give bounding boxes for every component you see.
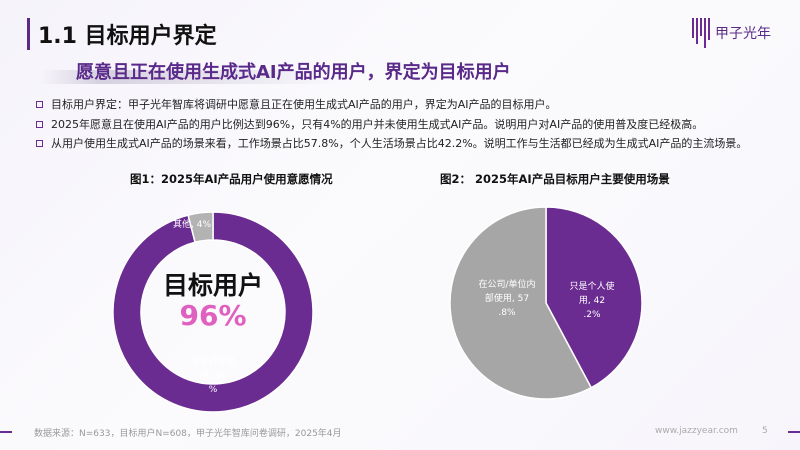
- slice-label-1: 其他, 4%: [173, 218, 211, 230]
- slice-label-0: 只是个人使用, 42.2%: [569, 280, 614, 320]
- bullet-item: 目标用户界定：甲子光年智库将调研中愿意且正在使用生成式AI产品的用户，界定为AI…: [36, 95, 747, 115]
- square-bullet-icon: [36, 120, 43, 128]
- subtitle: 愿意且正在使用生成式AI产品的用户，界定为目标用户: [76, 62, 511, 83]
- bullet-item: 从用户使用生成式AI产品的场景来看，工作场景占比57.8%，个人生活场景占比42…: [36, 134, 747, 154]
- subtitle-underline: [40, 70, 340, 84]
- slice-label-1: 在公司/单位内部使用, 57.8%: [478, 278, 535, 318]
- pie-slice-0: [545, 206, 643, 389]
- footer-line-right: [788, 431, 800, 433]
- pie-chart: 只是个人使用, 42.2% 在公司/单位内部使用, 57.8%: [449, 206, 643, 400]
- footer-line-left: [0, 431, 12, 433]
- donut-center-label: 目标用户: [163, 271, 263, 300]
- bullet-text: 2025年愿意且在使用AI产品的用户比例达到96%，只有4%的用户并未使用生成式…: [51, 117, 704, 131]
- donut-slice-1: [187, 211, 214, 244]
- chart1-title: 图1：2025年AI产品用户使用意愿情况: [130, 172, 333, 186]
- logo-icon: [692, 18, 710, 48]
- bullet-text: 目标用户界定：甲子光年智库将调研中愿意且正在使用生成式AI产品的用户，界定为AI…: [51, 98, 557, 111]
- slice-label-0: 愿意且在使用, 96%: [190, 355, 235, 395]
- logo: 甲子光年: [692, 18, 771, 48]
- pie-slice-1: [449, 206, 593, 400]
- bullet-list: 目标用户界定：甲子光年智库将调研中愿意且正在使用生成式AI产品的用户，界定为AI…: [36, 95, 747, 154]
- bullet-item: 2025年愿意且在使用AI产品的用户比例达到96%，只有4%的用户并未使用生成式…: [36, 115, 747, 135]
- chart2-title: 图2： 2025年AI产品目标用户主要使用场景: [440, 172, 670, 186]
- bullet-text: 从用户使用生成式AI产品的场景来看，工作场景占比57.8%，个人生活场景占比42…: [51, 137, 748, 150]
- donut-chart: 愿意且在使用, 96 % 其他, 4%: [112, 211, 314, 413]
- donut-center-value: 96%: [179, 299, 246, 332]
- square-bullet-icon: [36, 140, 43, 148]
- data-source: 数据来源：N=633，目标用户N=608，甲子光年智库问卷调研，2025年4月: [34, 429, 342, 439]
- page-number: 5: [762, 426, 768, 436]
- page-title: 1.1 目标用户界定: [38, 24, 217, 49]
- logo-text: 甲子光年: [715, 26, 771, 42]
- title-accent-bar: [27, 18, 30, 50]
- square-bullet-icon: [36, 101, 43, 109]
- donut-slice-0: [112, 211, 314, 413]
- website-link[interactable]: www.jazzyear.com: [655, 426, 738, 436]
